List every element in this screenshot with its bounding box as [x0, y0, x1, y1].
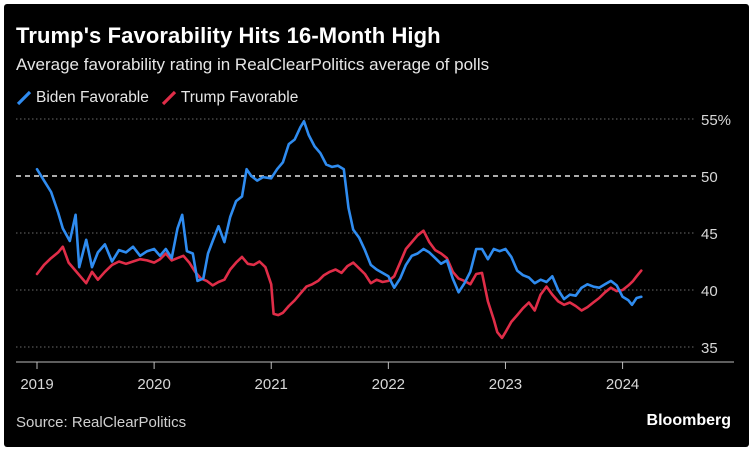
x-tick-label-2020: 2020: [137, 376, 170, 393]
y-axis-labels: 35 40 45 50 55%: [701, 112, 731, 357]
bloomberg-logo: Bloomberg: [646, 412, 731, 429]
chart-subtitle: Average favorability rating in RealClear…: [16, 55, 490, 74]
y-tick-label-40: 40: [701, 283, 718, 300]
y-tick-label-50: 50: [701, 169, 718, 186]
chart-panel: Trump's Favorability Hits 16-Month High …: [4, 4, 749, 447]
chart-legend: Biden Favorable Trump Favorable: [16, 87, 310, 109]
chart-title: Trump's Favorability Hits 16-Month High: [16, 23, 441, 48]
x-tick-label-2019: 2019: [20, 376, 53, 393]
legend-item-trump: Trump Favorable: [161, 89, 298, 107]
legend-item-biden: Biden Favorable: [16, 89, 149, 107]
y-tick-label-55: 55%: [701, 112, 731, 129]
legend-label-biden: Biden Favorable: [36, 89, 149, 106]
legend-swatch-biden: [16, 90, 32, 106]
x-tick-label-2021: 2021: [255, 376, 288, 393]
x-axis: 2019 2020 2021 2022 2023 2024: [16, 361, 734, 393]
source-note: Source: RealClearPolitics: [16, 414, 187, 431]
y-tick-label-45: 45: [701, 226, 718, 243]
x-tick-label-2022: 2022: [372, 376, 405, 393]
trump-favorable-line: [35, 229, 643, 340]
line-chart: 2019 2020 2021 2022 2023 2024 35 40 45 50 55%: [16, 112, 734, 393]
legend-label-trump: Trump Favorable: [180, 89, 299, 106]
x-tick-label-2023: 2023: [489, 376, 522, 393]
legend-swatch-trump: [161, 90, 177, 106]
x-tick-label-2024: 2024: [606, 376, 639, 393]
series-lines: [35, 120, 643, 340]
biden-favorable-line: [35, 120, 643, 307]
y-tick-label-35: 35: [701, 340, 718, 357]
